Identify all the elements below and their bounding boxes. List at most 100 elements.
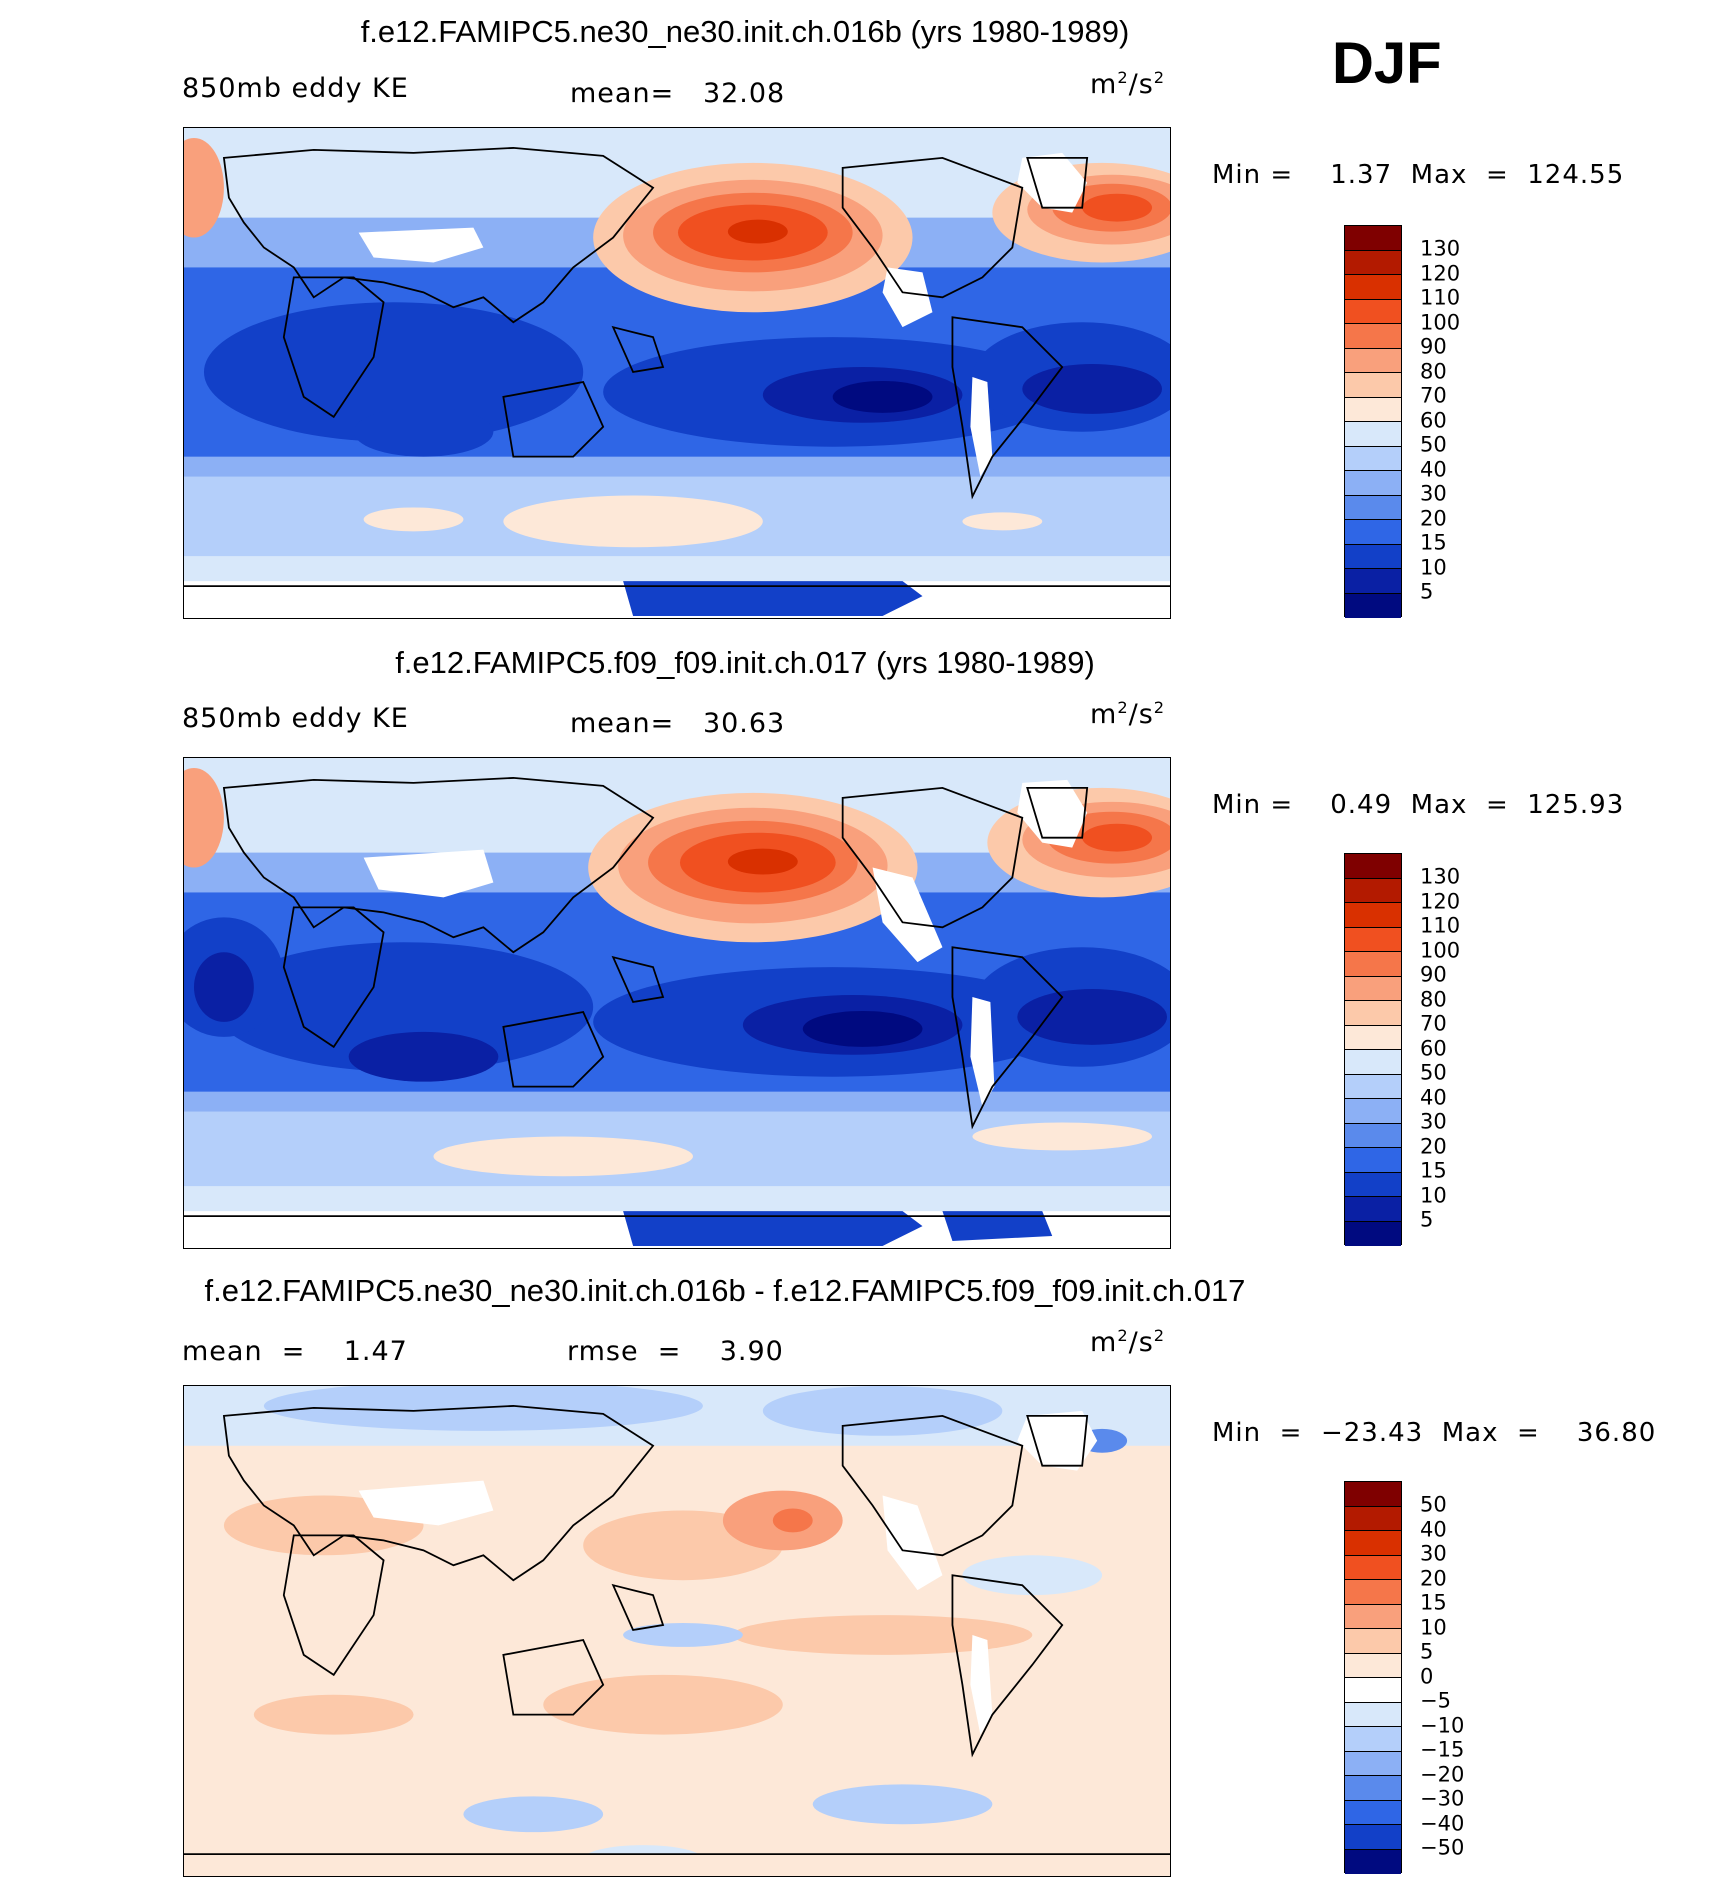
panel2-minmax: Min = 0.49 Max = 125.93 xyxy=(1212,790,1625,820)
panel2-colorbar-bin xyxy=(1345,1221,1401,1246)
panel1-colorbar-bin xyxy=(1345,495,1401,520)
panel1-colorbar-bin xyxy=(1345,569,1401,594)
panel1-colorbar-bin xyxy=(1345,226,1401,251)
panel3-colorbar-label: −20 xyxy=(1420,1762,1465,1787)
panel2-colorbar-label: 30 xyxy=(1420,1109,1447,1134)
panel3-colorbar-label: 20 xyxy=(1420,1566,1447,1591)
panel3-colorbar-bin xyxy=(1345,1702,1401,1727)
panel1-colorbar-bin xyxy=(1345,593,1401,618)
panel2-colorbar-label: 130 xyxy=(1420,864,1461,889)
panel1-colorbar-bin xyxy=(1345,446,1401,471)
panel2-mean: mean= 30.63 xyxy=(570,708,786,739)
panel1-colorbar xyxy=(1344,225,1402,618)
panel3-units: m2/s2 xyxy=(1090,1326,1166,1358)
panel3-colorbar-bin xyxy=(1345,1555,1401,1580)
panel2-colorbar-bin xyxy=(1345,927,1401,952)
panel1-colorbar-label: 5 xyxy=(1420,579,1434,604)
panel3-mean: mean = 1.47 xyxy=(182,1336,408,1367)
panel2-colorbar xyxy=(1344,853,1402,1246)
panel1-colorbar-label: 40 xyxy=(1420,457,1447,482)
panel3-colorbar-bin xyxy=(1345,1482,1401,1507)
panel2-colorbar-bin xyxy=(1345,1123,1401,1148)
panel2-colorbar-bin xyxy=(1345,1050,1401,1075)
panel3-minmax: Min = −23.43 Max = 36.80 xyxy=(1212,1418,1657,1448)
panel2-colorbar-bin xyxy=(1345,1025,1401,1050)
panel2-colorbar-bin xyxy=(1345,1001,1401,1026)
panel3-colorbar-label: −15 xyxy=(1420,1737,1465,1762)
panel3-colorbar-label: −40 xyxy=(1420,1811,1465,1836)
panel1-minmax: Min = 1.37 Max = 124.55 xyxy=(1212,160,1625,190)
panel1-colorbar-label: 30 xyxy=(1420,481,1447,506)
panel3-colorbar-label: −10 xyxy=(1420,1713,1465,1738)
panel1-colorbar-bin xyxy=(1345,348,1401,373)
panel3-colorbar-bin xyxy=(1345,1629,1401,1654)
panel3-colorbar-label: 15 xyxy=(1420,1590,1447,1615)
panel2-colorbar-bin xyxy=(1345,952,1401,977)
panel3-colorbar-label: 5 xyxy=(1420,1639,1434,1664)
panel1-colorbar-label: 120 xyxy=(1420,261,1461,286)
panel1-colorbar-label: 15 xyxy=(1420,530,1447,555)
panel1-variable: 850mb eddy KE xyxy=(182,73,409,104)
panel3-colorbar-bin xyxy=(1345,1580,1401,1605)
panel1-colorbar-bin xyxy=(1345,520,1401,545)
panel3-map xyxy=(183,1385,1171,1877)
panel2-colorbar-bin xyxy=(1345,1074,1401,1099)
panel3-colorbar-label: 10 xyxy=(1420,1615,1447,1640)
panel2-colorbar-bin xyxy=(1345,878,1401,903)
panel2-colorbar-bin xyxy=(1345,903,1401,928)
panel3-colorbar xyxy=(1344,1481,1402,1874)
panel1-units: m2/s2 xyxy=(1090,68,1166,100)
panel3-title: f.e12.FAMIPC5.ne30_ne30.init.ch.016b - f… xyxy=(204,1273,1246,1308)
panel2-units: m2/s2 xyxy=(1090,698,1166,730)
panel1-colorbar-label: 70 xyxy=(1420,383,1447,408)
panel1-colorbar-label: 130 xyxy=(1420,236,1461,261)
panel2-title: f.e12.FAMIPC5.f09_f09.init.ch.017 (yrs 1… xyxy=(395,645,1095,680)
panel2-colorbar-bin xyxy=(1345,976,1401,1001)
panel1-colorbar-bin xyxy=(1345,275,1401,300)
panel1-colorbar-label: 60 xyxy=(1420,408,1447,433)
panel3-colorbar-bin xyxy=(1345,1678,1401,1703)
panel2-colorbar-label: 50 xyxy=(1420,1060,1447,1085)
panel1-colorbar-label: 80 xyxy=(1420,359,1447,384)
panel3-colorbar-bin xyxy=(1345,1604,1401,1629)
panel2-colorbar-label: 15 xyxy=(1420,1158,1447,1183)
panel3-colorbar-bin xyxy=(1345,1727,1401,1752)
panel3-colorbar-bin xyxy=(1345,1776,1401,1801)
panel2-colorbar-bin xyxy=(1345,1148,1401,1173)
panel1-colorbar-bin xyxy=(1345,544,1401,569)
panel2-colorbar-bin xyxy=(1345,1172,1401,1197)
panel1-colorbar-bin xyxy=(1345,471,1401,496)
panel3-colorbar-label: −30 xyxy=(1420,1786,1465,1811)
panel3-rmse: rmse = 3.90 xyxy=(567,1336,784,1367)
season-label: DJF xyxy=(1332,31,1442,96)
panel1-map xyxy=(183,127,1171,619)
panel1-colorbar-label: 100 xyxy=(1420,310,1461,335)
panel1-colorbar-bin xyxy=(1345,422,1401,447)
panel3-colorbar-label: 50 xyxy=(1420,1492,1447,1517)
panel2-colorbar-label: 5 xyxy=(1420,1207,1434,1232)
panel1-colorbar-bin xyxy=(1345,373,1401,398)
panel3-colorbar-bin xyxy=(1345,1800,1401,1825)
panel2-colorbar-label: 60 xyxy=(1420,1036,1447,1061)
panel3-colorbar-label: −5 xyxy=(1420,1688,1451,1713)
panel2-colorbar-label: 90 xyxy=(1420,962,1447,987)
panel2-colorbar-bin xyxy=(1345,1197,1401,1222)
panel1-mean: mean= 32.08 xyxy=(570,78,786,109)
panel2-colorbar-label: 20 xyxy=(1420,1134,1447,1159)
panel1-colorbar-label: 110 xyxy=(1420,285,1461,310)
panel3-colorbar-bin xyxy=(1345,1506,1401,1531)
panel1-colorbar-bin xyxy=(1345,250,1401,275)
panel2-colorbar-label: 100 xyxy=(1420,938,1461,963)
panel3-colorbar-bin xyxy=(1345,1849,1401,1874)
panel3-colorbar-label: −50 xyxy=(1420,1835,1465,1860)
panel1-colorbar-bin xyxy=(1345,299,1401,324)
panel3-colorbar-bin xyxy=(1345,1751,1401,1776)
panel1-colorbar-bin xyxy=(1345,397,1401,422)
panel2-colorbar-bin xyxy=(1345,854,1401,879)
panel2-colorbar-label: 70 xyxy=(1420,1011,1447,1036)
panel1-title: f.e12.FAMIPC5.ne30_ne30.init.ch.016b (yr… xyxy=(360,14,1130,49)
panel2-colorbar-label: 80 xyxy=(1420,987,1447,1012)
panel2-colorbar-label: 110 xyxy=(1420,913,1461,938)
panel3-colorbar-bin xyxy=(1345,1653,1401,1678)
panel1-colorbar-label: 50 xyxy=(1420,432,1447,457)
